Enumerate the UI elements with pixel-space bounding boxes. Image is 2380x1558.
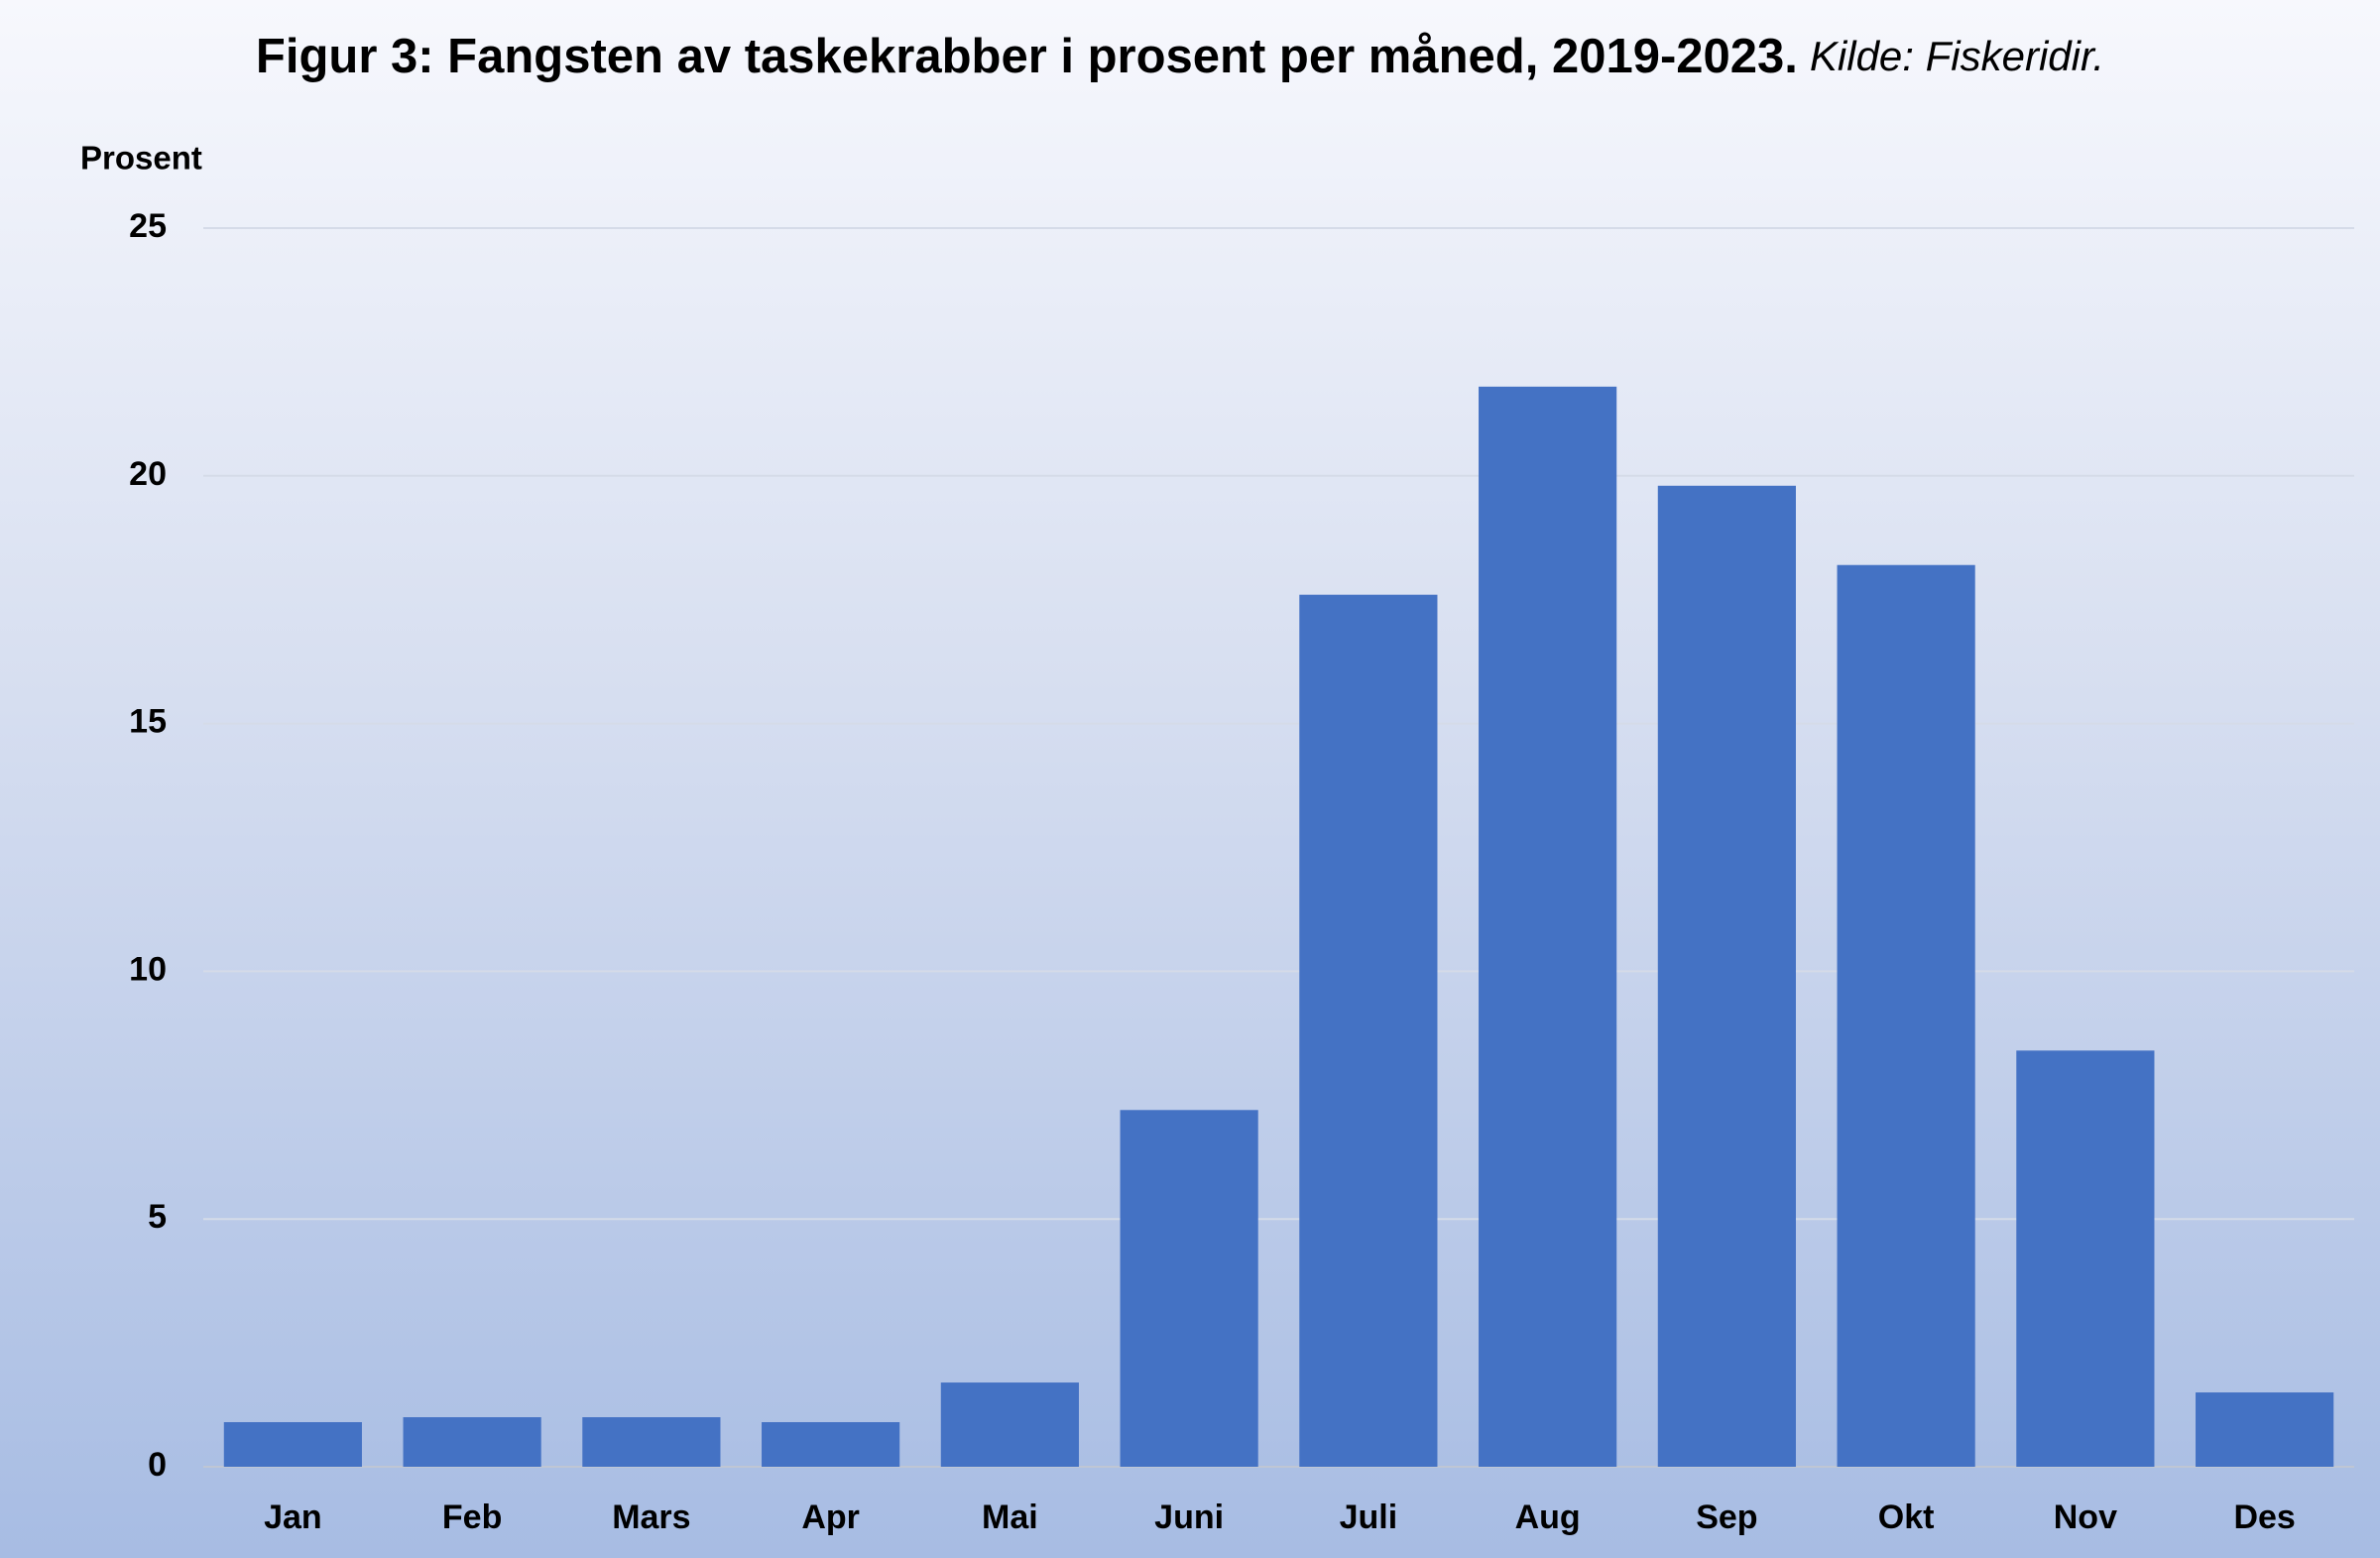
bar: [1120, 1110, 1258, 1467]
y-tick-label: 15: [129, 703, 167, 741]
bar: [1837, 564, 1975, 1467]
bar: [1657, 485, 1796, 1467]
x-tick-label: Juli: [1340, 1498, 1398, 1536]
x-tick-label: Aug: [1515, 1498, 1581, 1536]
chart-title-group: Figur 3: Fangsten av taskekrabber i pros…: [256, 30, 2104, 83]
chart-title: Figur 3: Fangsten av taskekrabber i pros…: [256, 30, 1798, 83]
bar: [940, 1382, 1079, 1467]
bar: [1479, 386, 1617, 1467]
x-tick-label: Jan: [264, 1498, 322, 1536]
x-tick-label: Nov: [2054, 1498, 2117, 1536]
bar: [403, 1417, 541, 1467]
bar: [2016, 1050, 2155, 1467]
bar: [1299, 594, 1438, 1467]
chart-source: Kilde: Fiskeridir.: [1810, 33, 2104, 79]
y-tick-label: 20: [129, 455, 167, 493]
x-tick-label: Okt: [1878, 1498, 1935, 1536]
y-tick-label: 5: [148, 1198, 167, 1236]
x-tick-label: Feb: [442, 1498, 502, 1536]
y-tick-label: 0: [148, 1446, 167, 1484]
bar: [582, 1417, 721, 1467]
x-tick-label: Sep: [1696, 1498, 1757, 1536]
x-tick-label: Mai: [982, 1498, 1038, 1536]
y-tick-label: 10: [129, 950, 167, 988]
x-tick-label: Juni: [1154, 1498, 1224, 1536]
bar: [2196, 1392, 2334, 1467]
bar: [223, 1422, 362, 1467]
bar: [762, 1422, 900, 1467]
x-tick-label: Apr: [801, 1498, 860, 1536]
y-tick-label: 25: [129, 207, 167, 245]
x-tick-label: Des: [2233, 1498, 2295, 1536]
x-tick-label: Mars: [612, 1498, 690, 1536]
y-axis-label: Prosent: [80, 140, 202, 177]
